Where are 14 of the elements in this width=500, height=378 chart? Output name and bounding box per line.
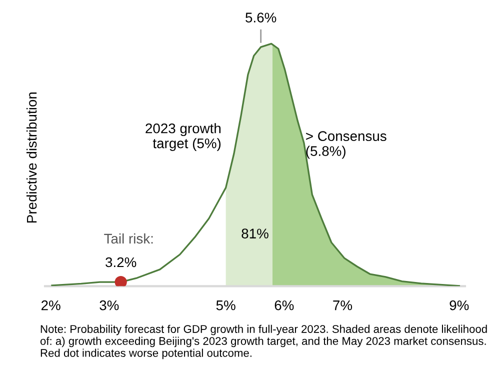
annotation: Tail risk:: [104, 233, 153, 244]
x-tick-label: 5%: [216, 300, 236, 310]
x-tick-label: 6%: [274, 300, 294, 310]
annotation: 5.6%: [246, 12, 276, 22]
annotation: 3.2%: [106, 257, 136, 268]
y-axis-title: Predictive distribution: [26, 92, 37, 222]
x-tick-label: 7%: [333, 300, 352, 310]
annotation: > Consensus (5.8%): [306, 131, 386, 159]
annotation: 2023 growth target (5%): [146, 123, 221, 152]
text: Note: Probability forecast for GDP growth in full-year 2023. Shaded areas denote likelihood of: a) growth exceeding Beijing's 2023 growth target, and the May 2023 market consensus. Red dot indicates worse potential outcome.: [40, 324, 487, 360]
x-tick-label: 2%: [41, 300, 60, 310]
x-tick-label: 9%: [450, 300, 469, 310]
annotation: 81%: [242, 228, 268, 238]
x-tick-label: 3%: [100, 300, 119, 310]
